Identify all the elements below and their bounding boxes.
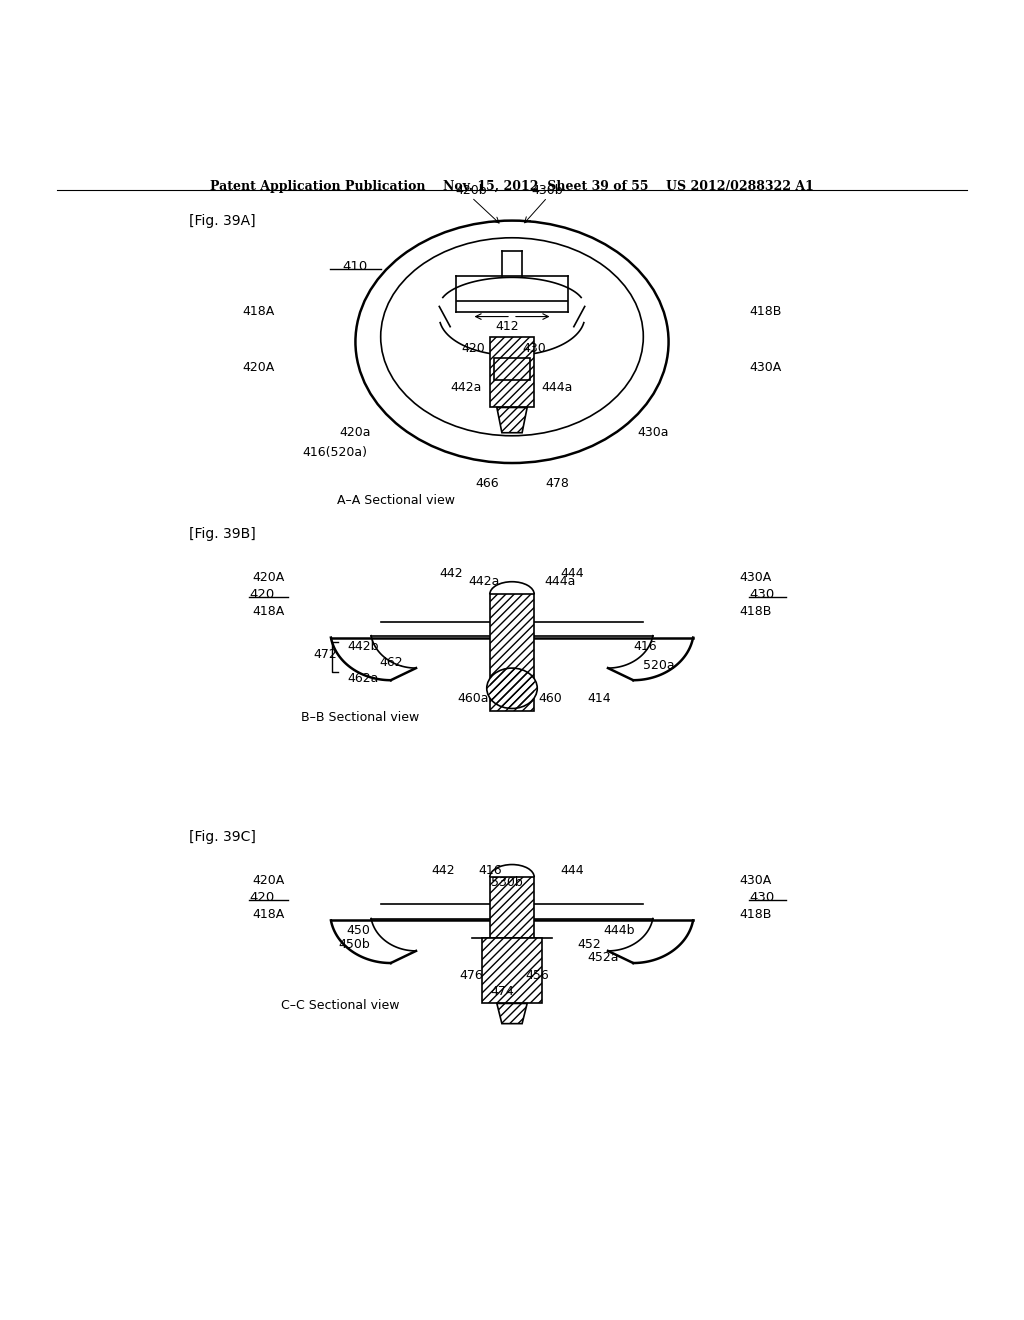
Text: 430a: 430a	[638, 426, 669, 440]
Text: 416: 416	[633, 640, 656, 653]
Text: [Fig. 39B]: [Fig. 39B]	[188, 527, 256, 541]
Text: 430: 430	[750, 587, 774, 601]
Text: 444a: 444a	[545, 574, 577, 587]
Text: 430A: 430A	[739, 570, 771, 583]
Text: 450b: 450b	[339, 939, 371, 952]
Text: 420b: 420b	[456, 183, 487, 197]
Text: 450: 450	[347, 924, 371, 937]
Polygon shape	[497, 1003, 527, 1023]
Text: 466: 466	[475, 477, 499, 490]
Bar	[489, 878, 535, 937]
Text: 444: 444	[561, 863, 585, 876]
Bar	[495, 358, 529, 380]
Text: 430: 430	[522, 342, 546, 355]
Bar	[489, 594, 535, 710]
Bar	[489, 337, 535, 408]
Polygon shape	[497, 408, 527, 433]
Bar	[489, 594, 535, 710]
Bar	[489, 878, 535, 937]
Text: 456: 456	[525, 969, 549, 982]
Text: Patent Application Publication    Nov. 15, 2012  Sheet 39 of 55    US 2012/02883: Patent Application Publication Nov. 15, …	[210, 181, 814, 193]
Text: 420A: 420A	[253, 874, 285, 887]
Text: 430: 430	[750, 891, 774, 904]
Text: 418B: 418B	[739, 908, 772, 921]
Ellipse shape	[355, 220, 669, 463]
Text: 416: 416	[478, 863, 502, 876]
Text: 462a: 462a	[347, 672, 379, 685]
Text: A–A Sectional view: A–A Sectional view	[337, 494, 455, 507]
Bar	[481, 937, 543, 1003]
Text: 452a: 452a	[588, 952, 620, 965]
Text: 442: 442	[431, 863, 455, 876]
Text: 420a: 420a	[340, 426, 371, 440]
Text: 476: 476	[460, 969, 483, 982]
Text: 418A: 418A	[253, 908, 285, 921]
Text: 418B: 418B	[750, 305, 781, 318]
Text: 430b: 430b	[531, 183, 563, 197]
Text: 430A: 430A	[750, 360, 781, 374]
Text: 416(520a): 416(520a)	[303, 446, 368, 459]
Text: 478: 478	[546, 477, 569, 490]
Text: 430A: 430A	[739, 874, 771, 887]
Text: 452: 452	[578, 939, 601, 952]
Text: 442b: 442b	[347, 640, 379, 653]
Text: B–B Sectional view: B–B Sectional view	[301, 711, 420, 725]
Text: 442a: 442a	[468, 574, 500, 587]
Text: 460a: 460a	[458, 692, 489, 705]
Text: 418A: 418A	[253, 605, 285, 618]
Text: 530b: 530b	[492, 875, 523, 888]
Text: 420A: 420A	[253, 570, 285, 583]
Text: 418A: 418A	[243, 305, 274, 318]
Text: 444b: 444b	[603, 924, 635, 937]
Ellipse shape	[486, 668, 538, 709]
Text: 418B: 418B	[739, 605, 772, 618]
Bar	[481, 937, 543, 1003]
Text: [Fig. 39C]: [Fig. 39C]	[188, 830, 256, 843]
Text: [Fig. 39A]: [Fig. 39A]	[188, 214, 255, 227]
Text: 414: 414	[588, 692, 611, 705]
Text: 520a: 520a	[643, 659, 675, 672]
Text: 442: 442	[439, 566, 463, 579]
Bar	[495, 358, 529, 380]
Text: 444a: 444a	[542, 380, 573, 393]
Text: 472: 472	[313, 648, 337, 661]
Text: 420A: 420A	[243, 360, 274, 374]
Text: 412: 412	[496, 321, 519, 333]
Text: 410: 410	[343, 260, 368, 272]
Ellipse shape	[381, 238, 643, 436]
Text: 462: 462	[379, 656, 402, 668]
Text: 444: 444	[561, 566, 585, 579]
Text: 420: 420	[250, 587, 274, 601]
Text: 420: 420	[250, 891, 274, 904]
Bar	[489, 337, 535, 408]
Text: 460: 460	[539, 692, 562, 705]
Text: 474: 474	[490, 985, 514, 998]
Text: C–C Sectional view: C–C Sectional view	[281, 999, 399, 1012]
Text: 442a: 442a	[451, 380, 482, 393]
Text: 420: 420	[462, 342, 485, 355]
